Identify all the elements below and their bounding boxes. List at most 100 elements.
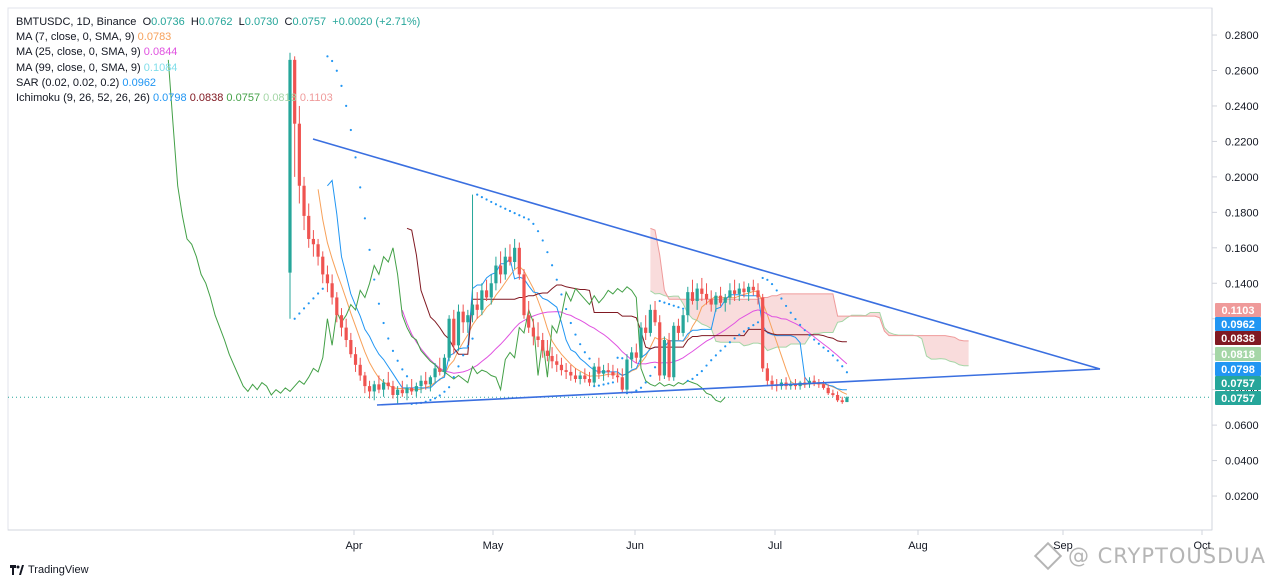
sar-dot [728,341,732,344]
sar-dot [429,398,432,402]
candle-body [765,368,769,381]
sar-dot [799,323,802,326]
sar-dot [387,337,390,340]
legend-symbol: BMTUSDC, 1D, Binance [16,16,137,28]
candle-body [424,380,428,385]
legend-l-label: L [238,16,245,28]
candle-body [353,354,358,365]
price-label-text: 0.0757 [1221,378,1255,390]
sar-dot [349,128,352,132]
candle-body [475,304,479,310]
candle-body [494,265,498,284]
tradingview-brand-text: TradingView [28,564,89,576]
candle-body [793,384,798,387]
candle-body [672,325,676,378]
candle-body [569,371,573,376]
legend-sar-row[interactable]: SAR (0.02, 0.02, 0.2) 0.0962 [16,76,420,91]
x-tick-label: Jul [768,540,782,552]
candle-body [821,384,826,388]
candle-body [676,325,681,333]
legend-ma25-value: 0.0844 [143,46,178,59]
sar-dot [803,329,806,332]
candle-body [826,387,830,394]
sar-dot [602,383,605,386]
price-label-badge [1215,362,1261,376]
candle-body [714,295,718,305]
sar-dot [747,327,750,330]
sar-dot [752,324,755,327]
sar-dot [658,299,661,303]
candle-body [522,274,526,316]
legend-ma25-row[interactable]: MA (25, close, 0, SMA, 9) 0.0844 [16,45,420,60]
sar-dot [312,297,315,300]
sar-dot [770,282,774,286]
candle-body [316,244,320,257]
candle-body [372,384,376,392]
candle-body [686,292,690,316]
candle-body [756,290,760,298]
candle-body [709,299,713,305]
candle-body [583,375,587,380]
sar-dot [639,386,643,389]
sar-dot [667,303,671,306]
tradingview-brand[interactable]: TradingView [10,564,89,576]
sar-dot [836,359,839,362]
sar-dot [682,307,685,310]
sar-dot [307,302,310,305]
price-label-badge [1215,376,1261,390]
sar-dot [550,264,554,267]
candle-body [559,364,564,371]
candle-body [742,288,746,293]
legend-ma7-row[interactable]: MA (7, close, 0, SMA, 9) 0.0783 [16,30,420,45]
sar-dot [405,375,409,378]
legend-ma99-row[interactable]: MA (99, close, 0, SMA, 9) 0.1084 [16,61,420,76]
sar-dot [443,390,446,393]
candle-body [634,352,638,358]
sar-dot [382,321,385,325]
candle-body [597,366,601,374]
candle-body [391,386,395,395]
candle-body [840,400,844,403]
legend-ichimoku-kijun: 0.0838 [189,92,224,105]
legend-ma25-label: MA (25, close, 0, SMA, 9) [16,46,141,59]
sar-dot [663,301,666,304]
candle-body [499,265,503,275]
candle-body [578,375,582,380]
sar-dot [597,384,600,387]
candle-body [297,123,301,186]
sar-dot [316,292,320,295]
sar-dot [466,345,469,348]
sar-dot [742,330,746,333]
legend-h-label: H [190,16,199,28]
sar-dot [373,278,376,281]
sar-dot [653,366,657,369]
sar-dot [452,376,455,379]
candle-body [414,386,418,392]
candle-body [835,394,840,401]
candle-body [405,387,409,394]
sar-dot [513,212,516,215]
legend-ichimoku-row[interactable]: Ichimoku (9, 26, 52, 26, 26) 0.0798 0.08… [16,91,420,106]
candle-body [382,382,386,390]
candle-body [737,288,741,294]
sar-dot [635,389,638,392]
candle-body [349,340,353,355]
candle-body [438,368,442,372]
sar-dot [822,346,825,349]
sar-dot [588,357,591,360]
sar-dot [345,104,348,108]
sar-dot [583,351,586,354]
candle-body [470,304,475,316]
sar-dot [499,205,502,208]
sar-dot [733,337,736,340]
candle-body [807,380,812,385]
candle-body [681,315,685,333]
ichimoku-tenkan-line [327,179,847,391]
y-tick-label: 0.0400 [1225,456,1259,468]
legend-sar-label: SAR (0.02, 0.02, 0.2) [16,76,120,89]
sar-dot [532,222,535,225]
price-label-badge [1215,391,1261,405]
legend-ma99-label: MA (99, close, 0, SMA, 9) [16,61,141,74]
